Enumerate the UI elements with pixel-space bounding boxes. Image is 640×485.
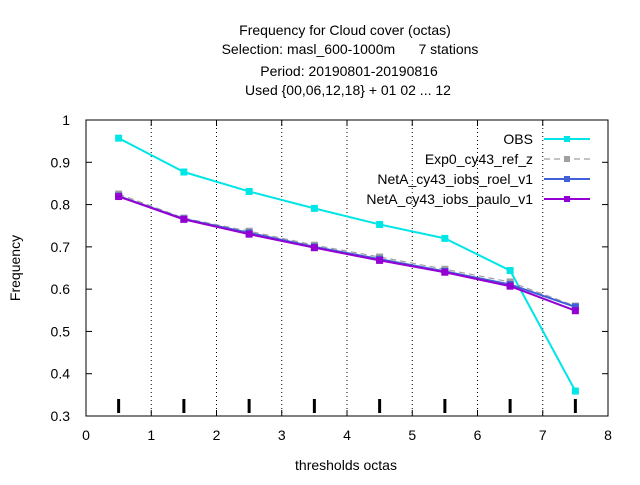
data-point — [441, 268, 449, 276]
title-line-3: Period: 20190801-20190816 — [260, 63, 438, 79]
series-line-4 — [118, 195, 576, 312]
data-point — [441, 234, 449, 242]
axis-ticks: 0 1 2 3 4 5 6 7 8 0.3 0.4 0.5 0.6 0.7 0.8 0.9 1 — [51, 112, 613, 443]
title-line-4: Used {00,06,12,18} + 01 02 ... 12 — [245, 82, 451, 98]
chart-title: Frequency for Cloud cover (octas) Select… — [222, 22, 479, 98]
title-line-1: Frequency for Cloud cover (octas) — [239, 22, 451, 38]
legend-label: NetA_cy43_iobs_roel_v1 — [377, 171, 533, 187]
legend-entry-4: NetA_cy43_iobs_paulo_v1 — [366, 191, 590, 207]
data-point — [180, 215, 188, 223]
data-point — [506, 282, 514, 290]
x-tick-label: 2 — [213, 427, 221, 443]
series-line-1 — [118, 137, 577, 392]
data-point — [571, 387, 579, 395]
x-tick-label: 6 — [474, 427, 482, 443]
legend-entry-2: Exp0_cy43_ref_z — [425, 151, 590, 167]
series-1 — [115, 134, 579, 395]
x-tick-label: 4 — [343, 427, 351, 443]
data-point — [245, 187, 253, 195]
data-point — [180, 168, 188, 176]
y-tick-label: 0.5 — [51, 323, 71, 339]
x-tick-label: 0 — [82, 427, 90, 443]
legend-swatch-marker — [564, 196, 570, 202]
y-tick-label: 1 — [62, 112, 70, 128]
legend-entry-3: NetA_cy43_iobs_roel_v1 — [377, 171, 590, 187]
data-point — [310, 244, 318, 252]
legend-swatch-marker — [564, 156, 570, 162]
data-point — [506, 267, 514, 275]
legend: OBS Exp0_cy43_ref_z NetA_cy43_iobs_roel_v1… — [366, 131, 590, 207]
data-point — [115, 134, 123, 142]
sample-marks — [117, 399, 577, 413]
legend-swatch-marker — [564, 176, 570, 182]
legend-label: OBS — [503, 131, 533, 147]
legend-label: NetA_cy43_iobs_paulo_v1 — [366, 191, 533, 207]
x-tick-label: 5 — [408, 427, 416, 443]
x-tick-label: 8 — [604, 427, 612, 443]
x-tick-label: 3 — [278, 427, 286, 443]
y-tick-label: 0.6 — [51, 281, 71, 297]
data-point — [571, 307, 579, 315]
legend-entry-1: OBS — [503, 131, 590, 147]
y-axis-label: Frequency — [7, 235, 23, 301]
series — [115, 134, 579, 395]
data-point — [376, 256, 384, 264]
y-tick-label: 0.3 — [51, 408, 71, 424]
y-tick-label: 0.9 — [51, 154, 71, 170]
data-point — [245, 230, 253, 238]
x-axis-label: thresholds octas — [295, 457, 397, 473]
y-tick-label: 0.7 — [51, 239, 71, 255]
legend-label: Exp0_cy43_ref_z — [425, 151, 533, 167]
data-point — [115, 193, 123, 201]
series-4 — [115, 193, 579, 315]
y-tick-label: 0.8 — [51, 197, 71, 213]
data-point — [310, 204, 318, 212]
grid — [150, 120, 544, 416]
x-tick-label: 7 — [539, 427, 547, 443]
y-tick-label: 0.4 — [51, 366, 71, 382]
data-point — [376, 220, 384, 228]
x-tick-label: 1 — [147, 427, 155, 443]
title-line-2: Selection: masl_600-1000m 7 stations — [222, 41, 479, 57]
legend-swatch-marker — [564, 136, 570, 142]
